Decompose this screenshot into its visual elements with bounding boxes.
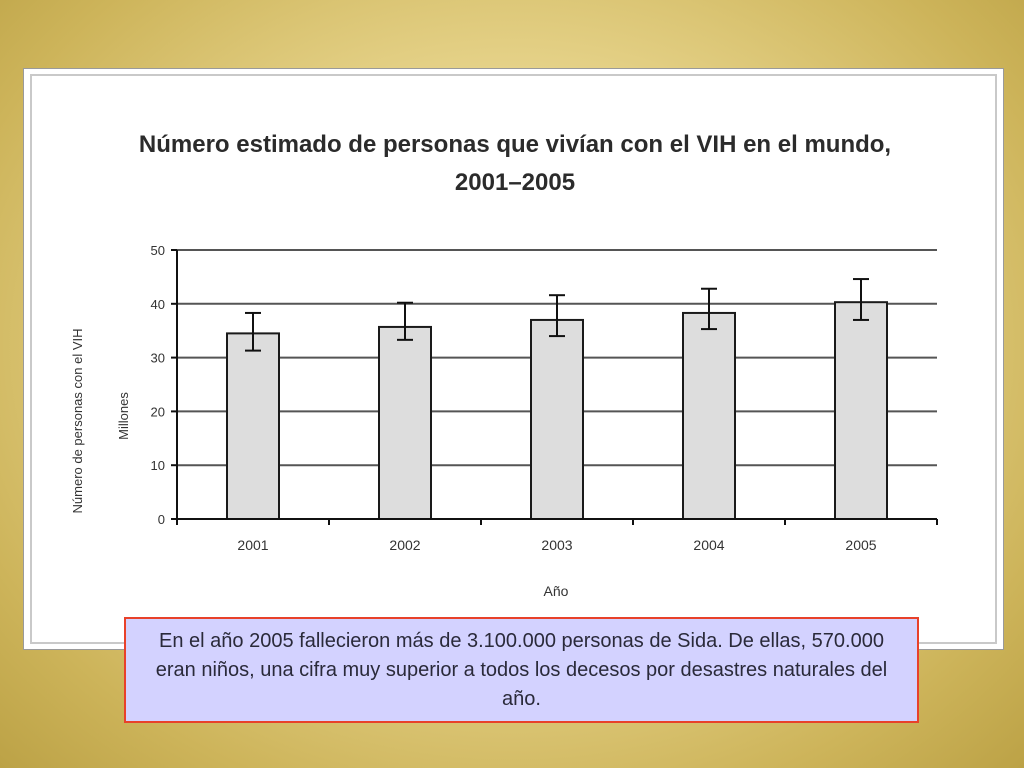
chart-title-line2: 2001–2005	[455, 169, 575, 196]
bar-2001	[226, 332, 280, 521]
axes: 0 10 20 30 40 50 2001 2002 2003 2004 2005	[151, 243, 938, 553]
chart-frame: Número estimado de personas que vivían c…	[30, 74, 997, 644]
x-tick-label-2005: 2005	[845, 537, 876, 553]
bar-2004	[682, 311, 736, 520]
caption-text: En el año 2005 fallecieron más de 3.100.…	[155, 630, 888, 710]
y-tick-label-3: 30	[151, 351, 165, 366]
chart-title-line1: Número estimado de personas que vivían c…	[139, 131, 891, 158]
caption-box: En el año 2005 fallecieron más de 3.100.…	[124, 617, 919, 723]
x-tick-label-2002: 2002	[389, 537, 420, 553]
bars	[226, 278, 888, 521]
bar-chart: Número estimado de personas que vivían c…	[70, 131, 938, 599]
bar-2005	[834, 301, 888, 520]
y-tick-label-1: 10	[151, 458, 165, 473]
x-tick-label-2004: 2004	[693, 537, 724, 553]
chart-panel: Número estimado de personas que vivían c…	[23, 68, 1004, 650]
y-tick-label-5: 50	[151, 243, 165, 258]
y-axis-unit: Millones	[116, 392, 131, 440]
y-tick-label-0: 0	[158, 512, 165, 527]
x-tick-label-2001: 2001	[237, 537, 268, 553]
bar-2002	[378, 325, 432, 520]
y-tick-label-4: 40	[151, 297, 165, 312]
y-axis-label: Número de personas con el VIH	[70, 329, 85, 514]
bar-2003	[530, 318, 584, 520]
x-tick-label-2003: 2003	[541, 537, 572, 553]
y-tick-label-2: 20	[151, 404, 165, 419]
x-axis-label: Año	[544, 583, 569, 599]
